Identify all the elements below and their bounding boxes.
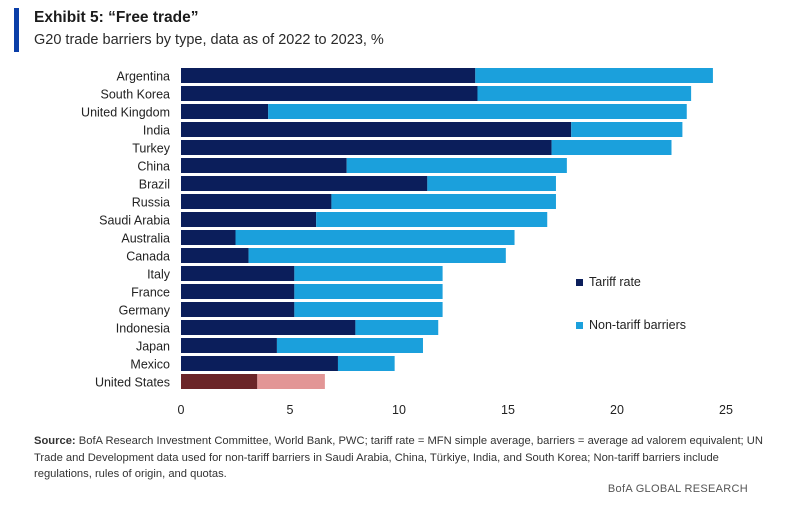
category-label-russia: Russia [132, 196, 170, 210]
x-tick-label-25: 25 [719, 403, 733, 417]
bar-saudi-arabia-non-tariff-barriers [316, 212, 548, 227]
bar-india-non-tariff-barriers [571, 122, 683, 137]
bar-argentina-non-tariff-barriers [475, 68, 713, 83]
x-tick-label-5: 5 [287, 403, 294, 417]
bar-turkey-non-tariff-barriers [551, 140, 672, 155]
category-label-south-korea: South Korea [101, 88, 171, 102]
category-label-france: France [131, 286, 170, 300]
category-label-australia: Australia [121, 232, 170, 246]
bar-argentina-tariff-rate [181, 68, 476, 83]
bar-japan-tariff-rate [181, 338, 277, 353]
category-label-saudi-arabia: Saudi Arabia [99, 214, 170, 228]
x-tick-label-0: 0 [178, 403, 185, 417]
legend-swatch-non-tariff-barriers [576, 322, 583, 329]
bar-indonesia-non-tariff-barriers [355, 320, 439, 335]
category-label-turkey: Turkey [132, 142, 170, 156]
bar-russia-tariff-rate [181, 194, 332, 209]
x-tick-label-10: 10 [392, 403, 406, 417]
source-text: BofA Research Investment Committee, Worl… [34, 435, 763, 480]
category-label-canada: Canada [126, 250, 170, 264]
bar-france-non-tariff-barriers [294, 284, 443, 299]
bar-germany-tariff-rate [181, 302, 295, 317]
category-label-united-states: United States [95, 376, 170, 390]
category-label-china: China [137, 160, 170, 174]
bar-canada-tariff-rate [181, 248, 249, 263]
branding-text: BofA GLOBAL RESEARCH [607, 483, 748, 495]
x-tick-label-15: 15 [501, 403, 515, 417]
source-note: Source: BofA Research Investment Committ… [34, 433, 774, 483]
x-tick-label-20: 20 [610, 403, 624, 417]
bar-australia-non-tariff-barriers [235, 230, 515, 245]
category-label-indonesia: Indonesia [116, 322, 170, 336]
category-label-brazil: Brazil [139, 178, 170, 192]
bar-china-tariff-rate [181, 158, 347, 173]
bar-united-kingdom-tariff-rate [181, 104, 269, 119]
category-label-japan: Japan [136, 340, 170, 354]
bar-brazil-non-tariff-barriers [427, 176, 556, 191]
bar-russia-non-tariff-barriers [331, 194, 556, 209]
category-label-mexico: Mexico [130, 358, 170, 372]
category-label-italy: Italy [147, 268, 171, 282]
bar-united-kingdom-non-tariff-barriers [268, 104, 687, 119]
bar-india-tariff-rate [181, 122, 572, 137]
category-label-argentina: Argentina [116, 70, 170, 84]
bar-south-korea-tariff-rate [181, 86, 478, 101]
bar-saudi-arabia-tariff-rate [181, 212, 317, 227]
chart-subtitle: G20 trade barriers by type, data as of 2… [34, 32, 384, 48]
title-accent-bar [14, 8, 19, 52]
bar-brazil-tariff-rate [181, 176, 428, 191]
legend-swatch-tariff-rate [576, 279, 583, 286]
bar-mexico-non-tariff-barriers [337, 356, 395, 371]
bar-united-states-non-tariff-barriers [257, 374, 325, 389]
bar-turkey-tariff-rate [181, 140, 552, 155]
bar-mexico-tariff-rate [181, 356, 338, 371]
legend-label-non-tariff-barriers: Non-tariff barriers [589, 318, 686, 332]
bar-united-states-tariff-rate [181, 374, 258, 389]
category-label-india: India [143, 124, 170, 138]
bar-italy-non-tariff-barriers [294, 266, 443, 281]
bar-china-non-tariff-barriers [346, 158, 567, 173]
bar-australia-tariff-rate [181, 230, 236, 245]
legend-label-tariff-rate: Tariff rate [589, 275, 641, 289]
category-label-germany: Germany [119, 304, 171, 318]
bar-germany-non-tariff-barriers [294, 302, 443, 317]
bar-canada-non-tariff-barriers [248, 248, 506, 263]
chart-area: Argentina South Korea United Kingdom India T… [81, 68, 733, 417]
chart-title: Exhibit 5: “Free trade” [34, 9, 199, 26]
bar-france-tariff-rate [181, 284, 295, 299]
source-label: Source: [34, 435, 76, 447]
bar-indonesia-tariff-rate [181, 320, 356, 335]
category-label-united-kingdom: United Kingdom [81, 106, 170, 120]
bar-japan-non-tariff-barriers [276, 338, 423, 353]
bar-italy-tariff-rate [181, 266, 295, 281]
bar-south-korea-non-tariff-barriers [477, 86, 692, 101]
